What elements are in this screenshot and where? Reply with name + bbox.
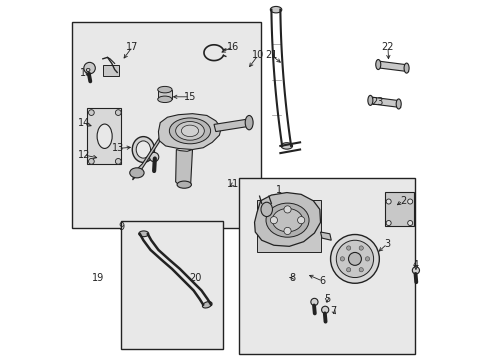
Text: 19: 19 — [92, 273, 104, 283]
Circle shape — [330, 234, 379, 283]
Circle shape — [336, 240, 373, 278]
Ellipse shape — [265, 203, 308, 237]
Ellipse shape — [261, 202, 272, 217]
Text: 21: 21 — [264, 50, 277, 60]
Circle shape — [88, 158, 94, 164]
Text: 6: 6 — [319, 276, 325, 286]
Circle shape — [386, 199, 390, 204]
Circle shape — [407, 199, 412, 204]
Text: 14: 14 — [78, 118, 90, 128]
Ellipse shape — [177, 181, 191, 188]
Text: 5: 5 — [323, 294, 329, 304]
Text: 9: 9 — [119, 222, 124, 232]
Circle shape — [346, 267, 350, 272]
Ellipse shape — [367, 95, 372, 105]
Ellipse shape — [181, 125, 198, 136]
Text: 8: 8 — [289, 273, 295, 283]
Text: 2: 2 — [399, 196, 406, 206]
Circle shape — [270, 217, 277, 224]
Bar — [102, 65, 119, 76]
Circle shape — [284, 206, 290, 213]
Circle shape — [386, 221, 390, 226]
Polygon shape — [254, 193, 320, 246]
Circle shape — [83, 62, 95, 74]
Text: 15: 15 — [183, 92, 196, 102]
Text: 23: 23 — [370, 97, 383, 107]
Circle shape — [88, 110, 94, 116]
Text: 7: 7 — [329, 306, 336, 316]
Bar — [121, 221, 223, 348]
Text: 4: 4 — [412, 260, 418, 270]
Circle shape — [310, 298, 317, 306]
Polygon shape — [175, 149, 192, 185]
Circle shape — [115, 158, 121, 164]
Ellipse shape — [375, 59, 380, 69]
Circle shape — [346, 246, 350, 250]
Polygon shape — [376, 61, 408, 72]
Circle shape — [297, 217, 304, 224]
Ellipse shape — [129, 168, 144, 178]
Ellipse shape — [244, 116, 253, 130]
Text: 17: 17 — [126, 42, 139, 51]
Ellipse shape — [272, 208, 302, 232]
Polygon shape — [132, 134, 162, 180]
Circle shape — [321, 306, 328, 314]
Ellipse shape — [158, 86, 172, 93]
Polygon shape — [320, 232, 330, 240]
Text: 20: 20 — [188, 273, 201, 283]
Text: 16: 16 — [226, 42, 239, 51]
Bar — [257, 200, 320, 252]
Text: 18: 18 — [80, 68, 92, 78]
Text: 12: 12 — [78, 150, 90, 160]
Circle shape — [411, 267, 419, 274]
Ellipse shape — [175, 122, 204, 140]
Ellipse shape — [265, 208, 312, 244]
Polygon shape — [158, 90, 172, 99]
Circle shape — [358, 267, 363, 272]
Ellipse shape — [403, 63, 408, 73]
Circle shape — [284, 227, 290, 234]
Text: 1: 1 — [275, 185, 281, 195]
Text: 13: 13 — [112, 143, 124, 153]
Ellipse shape — [202, 302, 212, 308]
Text: 11: 11 — [226, 179, 239, 189]
Circle shape — [348, 252, 361, 265]
Bar — [72, 22, 260, 228]
Bar — [239, 178, 414, 354]
Text: 22: 22 — [381, 42, 393, 51]
Circle shape — [340, 257, 344, 261]
Polygon shape — [158, 114, 221, 149]
Circle shape — [407, 221, 412, 226]
Ellipse shape — [281, 143, 292, 149]
Polygon shape — [214, 119, 249, 132]
Polygon shape — [368, 97, 400, 108]
Text: 10: 10 — [251, 50, 264, 60]
Bar — [384, 192, 414, 226]
Circle shape — [115, 110, 121, 116]
Ellipse shape — [270, 6, 281, 13]
Ellipse shape — [139, 231, 148, 237]
Ellipse shape — [132, 136, 154, 162]
Bar — [87, 108, 121, 164]
Ellipse shape — [158, 96, 172, 103]
Ellipse shape — [136, 141, 150, 158]
Text: 3: 3 — [384, 239, 389, 249]
Circle shape — [358, 246, 363, 250]
Ellipse shape — [169, 118, 210, 144]
Ellipse shape — [97, 124, 112, 148]
Circle shape — [365, 257, 369, 261]
Circle shape — [149, 152, 159, 162]
Ellipse shape — [395, 99, 400, 109]
